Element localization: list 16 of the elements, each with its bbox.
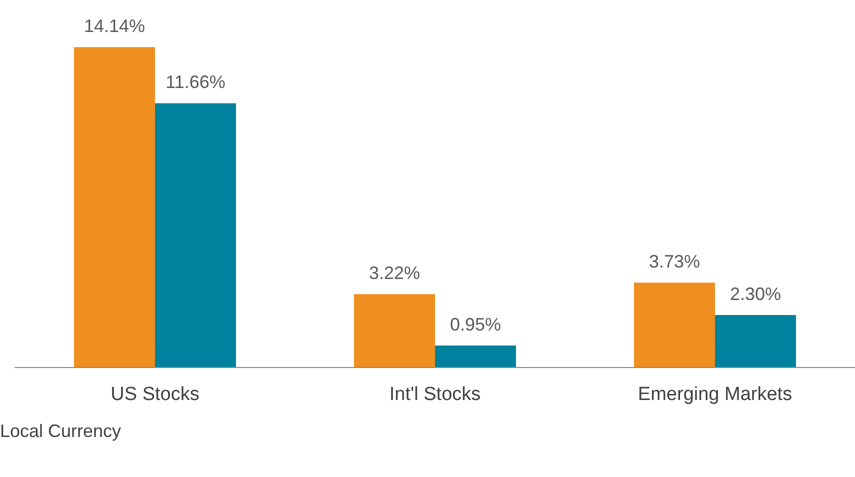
bar — [354, 294, 435, 367]
data-label: 3.22% — [368, 263, 420, 284]
data-label: 14.14% — [84, 16, 146, 36]
bar — [715, 314, 796, 367]
x-tick-label: US Stocks — [110, 384, 200, 405]
data-label: 11.66% — [166, 72, 226, 92]
x-tick-label: Emerging Markets — [638, 384, 792, 405]
x-tick-label: Int'l Stocks — [389, 384, 481, 405]
text: Local Currency — [0, 421, 122, 441]
bar — [155, 103, 236, 367]
bar — [634, 282, 715, 367]
data-label: 3.73% — [648, 252, 700, 272]
bar — [435, 346, 516, 367]
data-label: 0.95% — [450, 314, 502, 335]
bar — [74, 47, 155, 367]
data-label: 2.30% — [730, 284, 782, 304]
